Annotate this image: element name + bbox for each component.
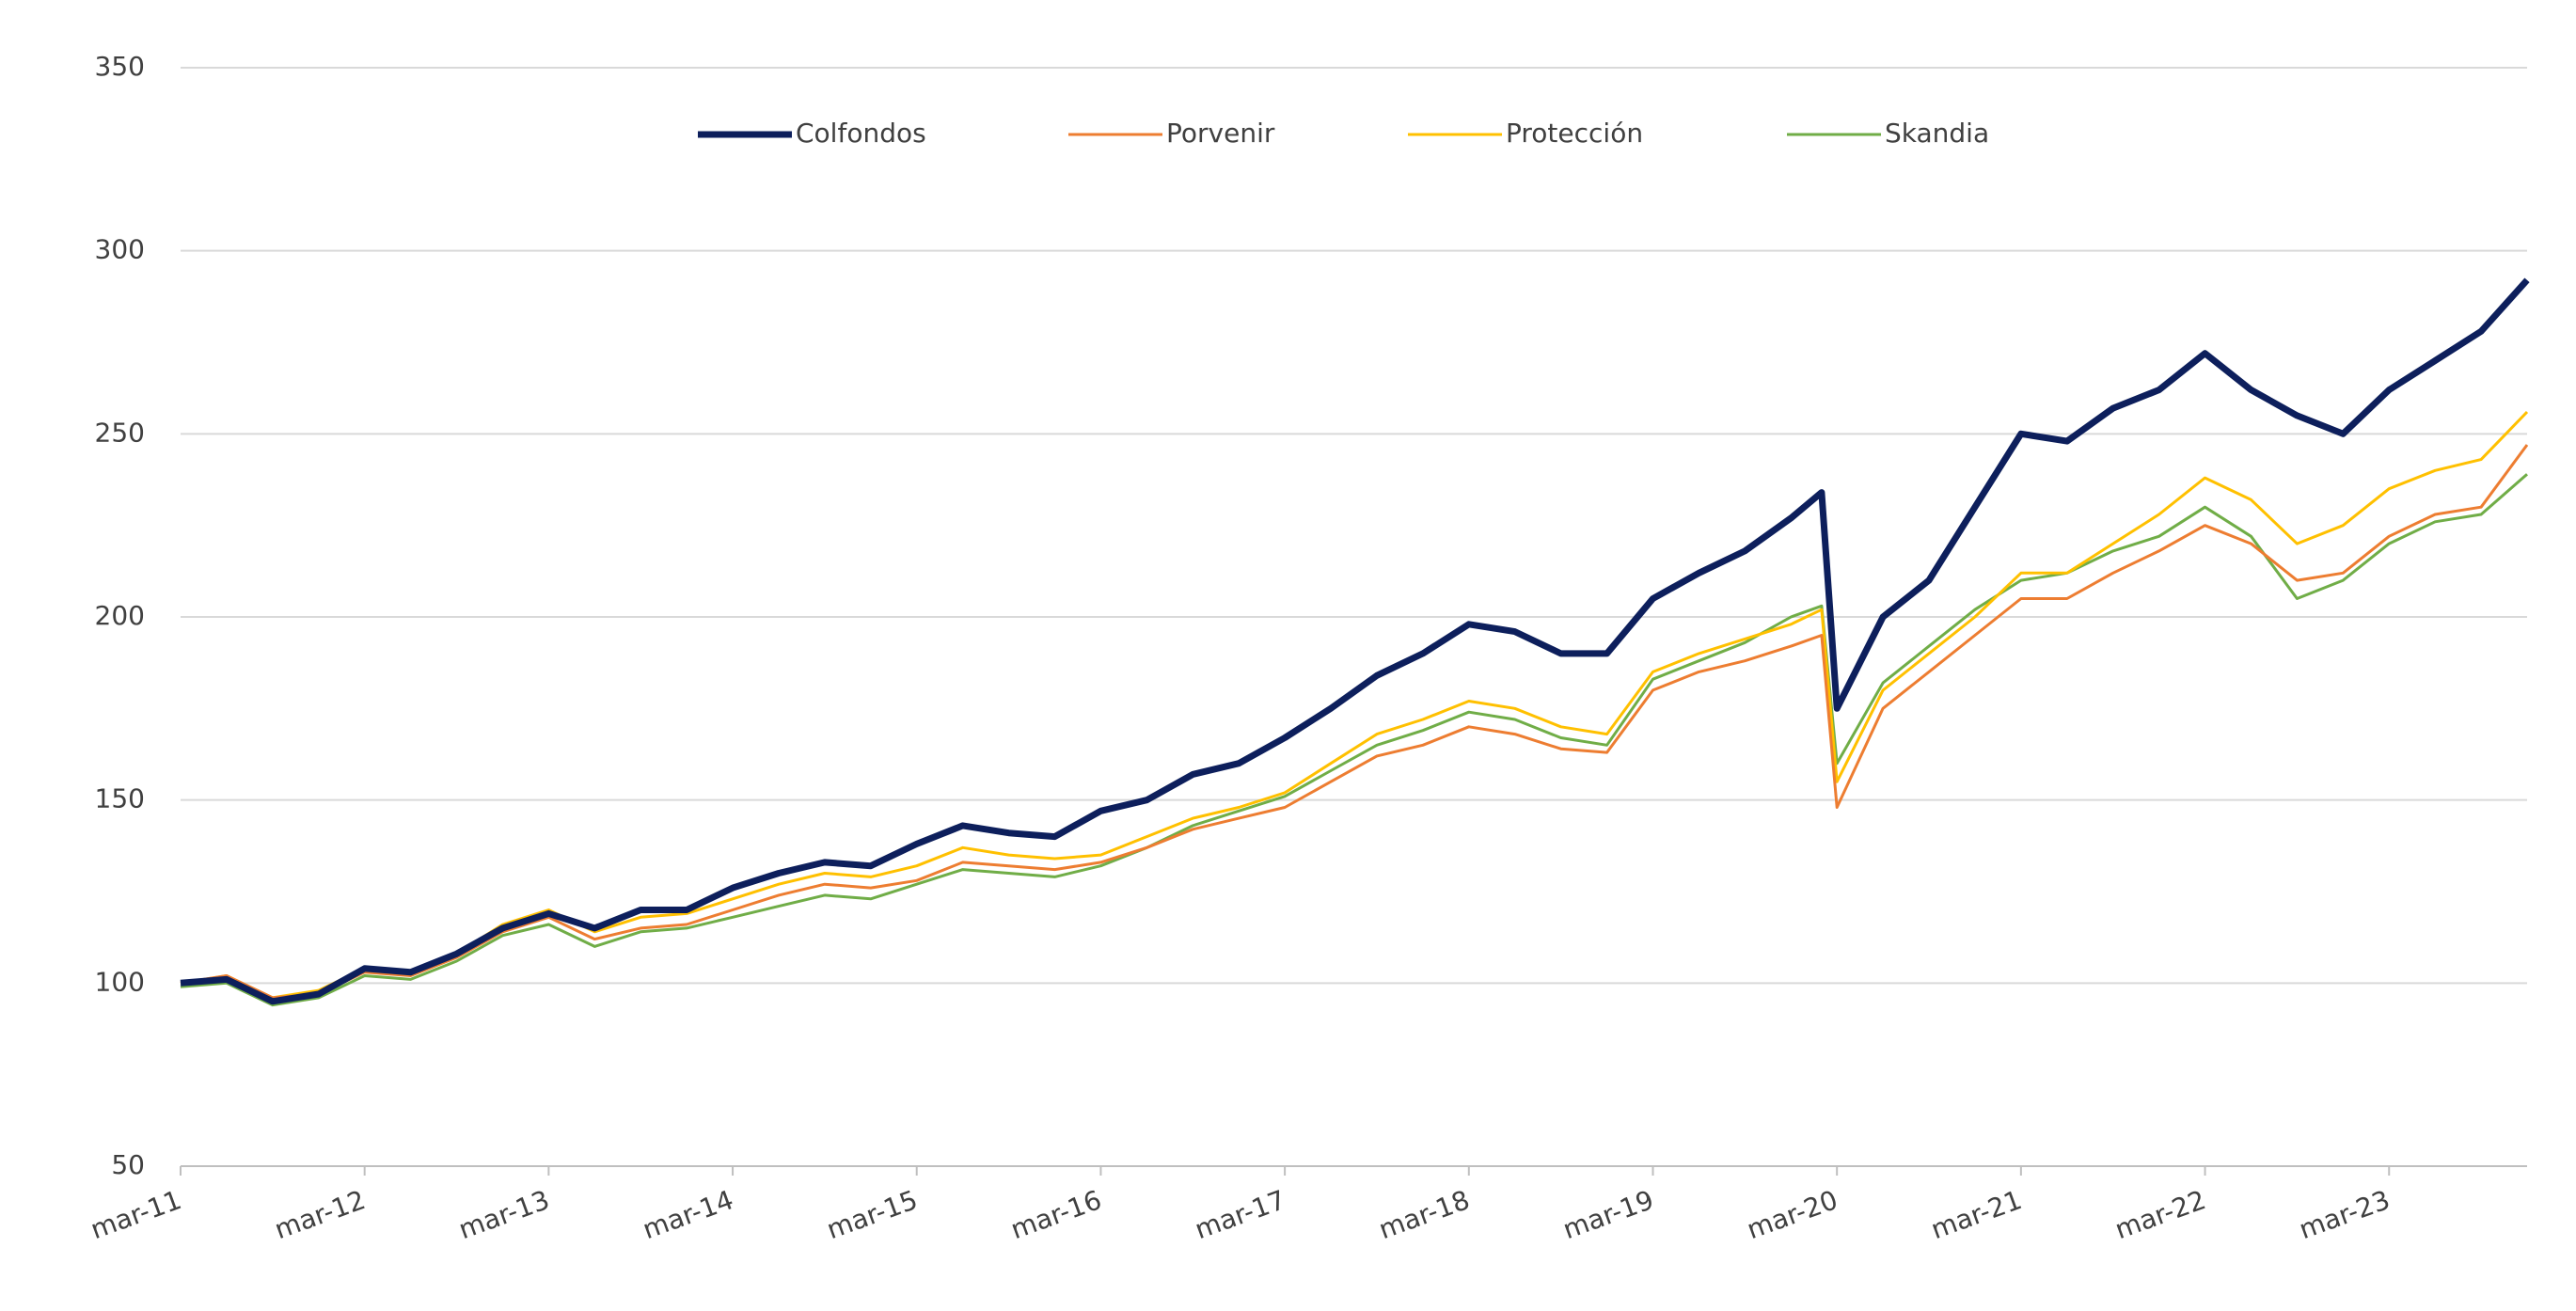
legend-label: Protección (1506, 118, 1643, 149)
series-line (180, 444, 2529, 1000)
y-tick-label: 200 (95, 600, 145, 631)
legend-label: Colfondos (796, 118, 926, 149)
series-line (180, 277, 2530, 1005)
y-tick-label: 350 (95, 51, 145, 82)
y-tick-label: 250 (95, 417, 145, 448)
y-tick-label: 100 (95, 966, 145, 997)
legend-label: Skandia (1885, 118, 1989, 149)
y-tick-label: 50 (111, 1149, 145, 1180)
series-line (180, 473, 2528, 1007)
y-tick-label: 150 (95, 783, 145, 814)
legend-label: Porvenir (1166, 118, 1275, 149)
y-tick-label: 300 (95, 234, 145, 265)
